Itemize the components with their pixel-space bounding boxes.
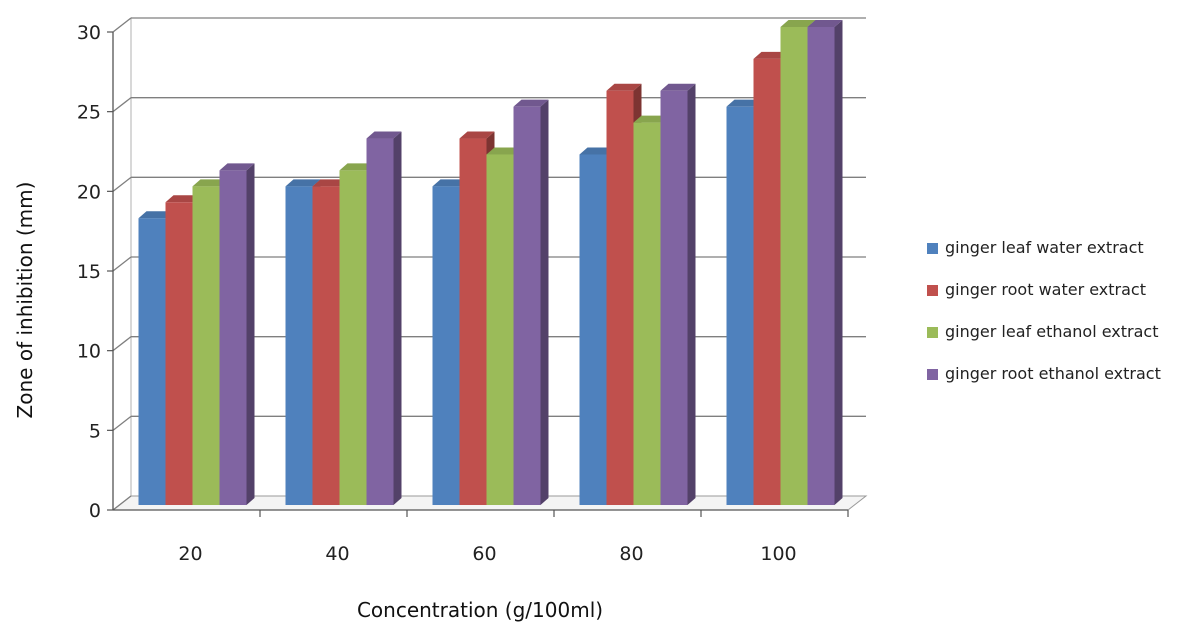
axes	[107, 31, 849, 517]
bar-top	[579, 147, 615, 155]
bar-top	[660, 83, 696, 91]
bar-top	[165, 195, 201, 203]
bar-front	[339, 170, 367, 505]
gridline-edge	[112, 495, 132, 511]
x-tick-label: 80	[619, 543, 643, 565]
legend-label: ginger leaf ethanol extract	[945, 322, 1159, 341]
bar-top	[312, 179, 348, 187]
bar	[807, 20, 843, 505]
bar-front	[807, 27, 835, 505]
bar-top	[459, 131, 495, 139]
x-tick-label: 60	[472, 543, 496, 565]
bar-top	[138, 211, 174, 219]
bar-front	[165, 202, 193, 505]
bar-top	[432, 179, 468, 187]
bar-front	[432, 186, 460, 506]
bar-front	[219, 170, 247, 505]
bar-front	[285, 186, 313, 506]
bar-front	[726, 106, 754, 506]
y-tick-label: 0	[89, 500, 101, 522]
bars	[138, 20, 843, 506]
y-tick-label: 20	[77, 181, 101, 203]
y-tick-label: 10	[77, 341, 101, 363]
legend-swatch	[927, 327, 938, 338]
tick-labels: 0 5 10 15 20 25 30 20 40 60 80 100	[77, 22, 797, 565]
bar-top	[633, 115, 669, 123]
bar-front	[753, 58, 781, 505]
bar-top	[807, 20, 843, 27]
bar-front	[366, 138, 394, 506]
bar-front	[312, 186, 340, 506]
bar-top	[192, 179, 228, 187]
x-axis-title: Concentration (g/100ml)	[357, 598, 603, 622]
legend-label: ginger root water extract	[945, 280, 1146, 299]
bar-side	[540, 99, 549, 506]
bar-top	[606, 83, 642, 91]
x-tick-label: 100	[760, 543, 796, 565]
bar-side	[834, 20, 843, 505]
legend-swatch	[927, 285, 938, 296]
gridline-edge	[112, 97, 132, 113]
legend-swatch	[927, 369, 938, 380]
bar-top	[219, 163, 255, 171]
bar-front	[192, 186, 220, 506]
bar-top	[780, 20, 816, 27]
legend-item: ginger leaf water extract	[927, 238, 1144, 257]
legend-item: ginger root ethanol extract	[927, 364, 1161, 383]
y-tick-label: 25	[77, 102, 101, 124]
bar-top	[285, 179, 321, 187]
gridline-edge	[112, 415, 132, 431]
bar-front	[513, 106, 541, 506]
bar	[513, 99, 549, 506]
bar-front	[579, 154, 607, 505]
legend-label: ginger leaf water extract	[945, 238, 1144, 257]
gridline-edge	[112, 17, 132, 33]
back-wall-edge	[112, 16, 132, 496]
bar-top	[753, 51, 789, 59]
y-tick-label: 15	[77, 261, 101, 283]
bar-front	[633, 122, 661, 505]
legend: ginger leaf water extract ginger root wat…	[927, 238, 1161, 383]
legend-label: ginger root ethanol extract	[945, 364, 1161, 383]
legend-swatch	[927, 243, 938, 254]
bar-front	[606, 90, 634, 505]
bar-side	[393, 131, 402, 506]
y-axis-title: Zone of inhibition (mm)	[13, 182, 37, 419]
legend-item: ginger leaf ethanol extract	[927, 322, 1159, 341]
y-tick-label: 5	[89, 420, 101, 442]
bar-top	[339, 163, 375, 171]
bar-front	[459, 138, 487, 506]
bar-side	[246, 163, 255, 505]
bar-front	[660, 90, 688, 505]
bar	[219, 163, 255, 505]
bar-top	[513, 99, 549, 107]
gridline-edge	[112, 336, 132, 352]
gridline-edge	[112, 256, 132, 272]
x-tick-label: 20	[178, 543, 202, 565]
bar	[660, 83, 696, 505]
bar-front	[486, 154, 514, 505]
bar-front	[780, 27, 808, 505]
x-tick-label: 40	[325, 543, 349, 565]
bar-front	[138, 218, 166, 505]
bar-top	[726, 99, 762, 107]
bar-side	[687, 83, 696, 505]
bar	[366, 131, 402, 506]
bar-top	[486, 147, 522, 155]
legend-item: ginger root water extract	[927, 280, 1146, 299]
y-tick-label: 30	[77, 22, 101, 44]
bar-top	[366, 131, 402, 139]
gridline-edge	[112, 176, 132, 192]
